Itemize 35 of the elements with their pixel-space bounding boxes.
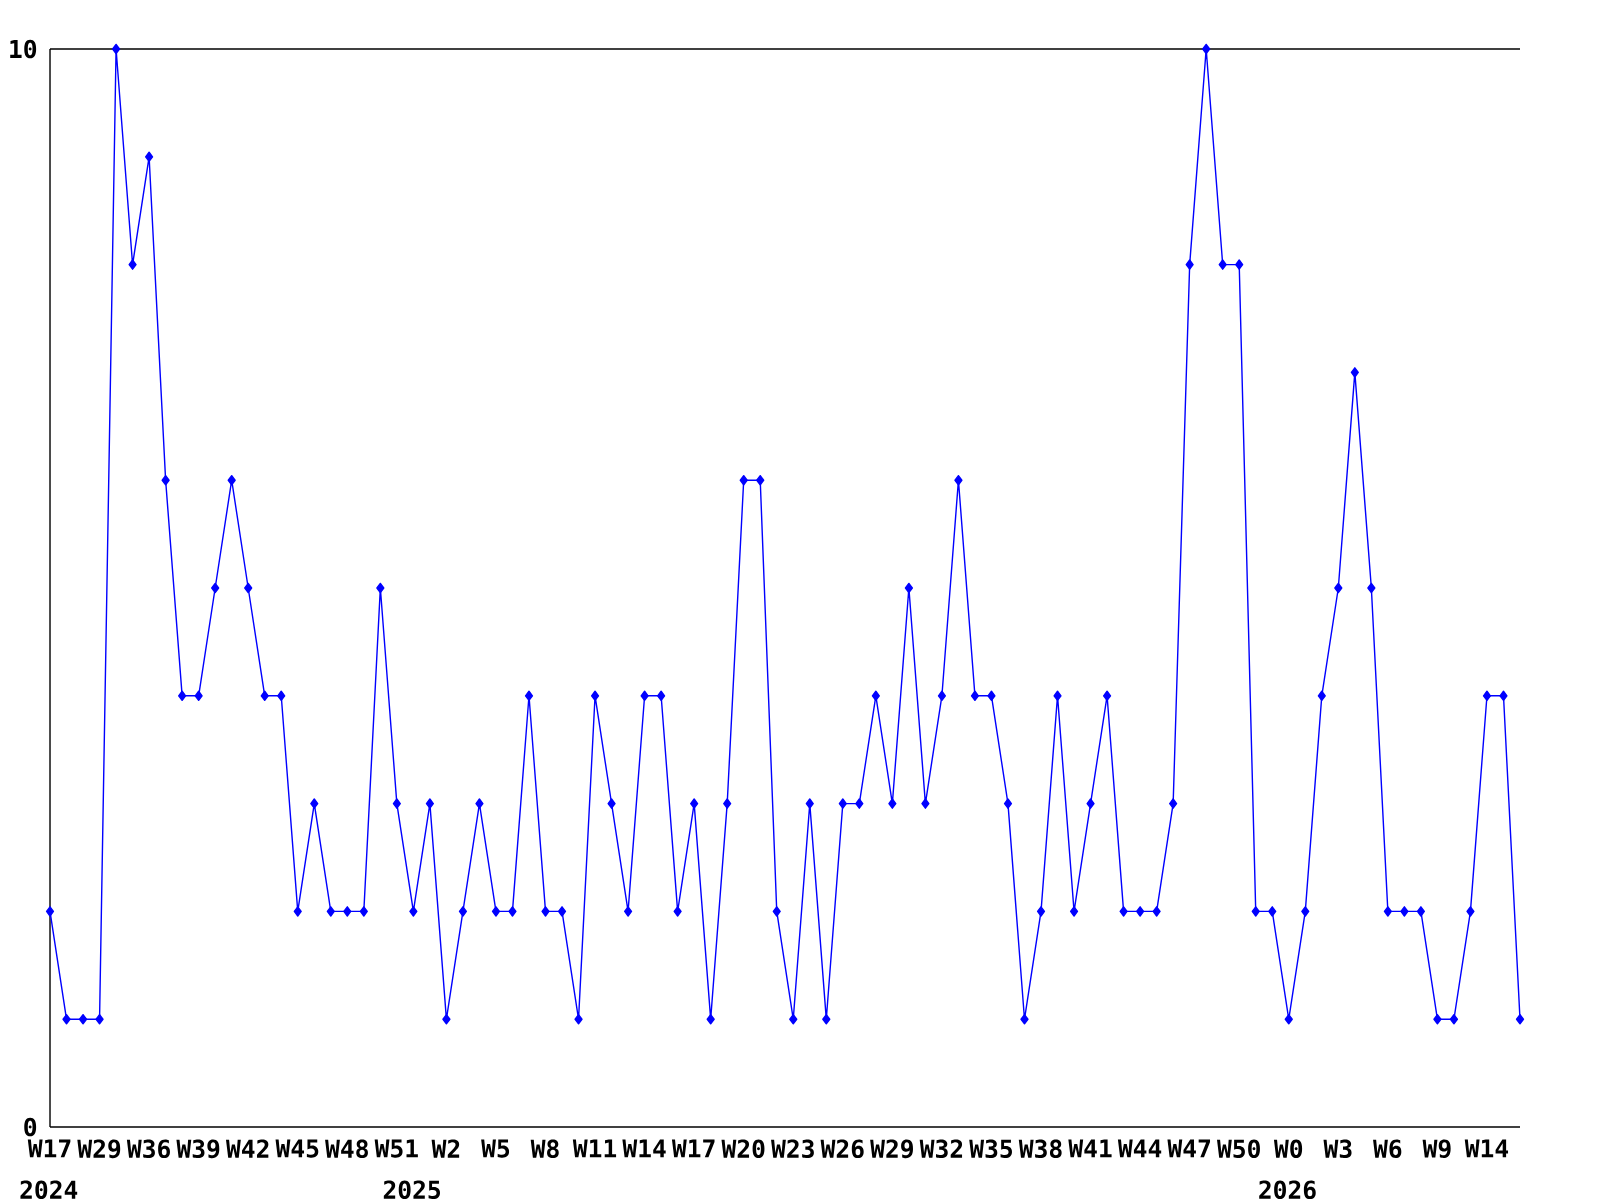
x-tick-label: W51 [374,1139,418,1158]
y-tick-label: 0 [24,1117,37,1137]
x-tick-label: W35 [969,1139,1012,1159]
text: 2025 [383,1180,440,1200]
x-tick-label: W11 [572,1139,617,1158]
x-tick-label: W29 [870,1139,913,1159]
x-tick-label: W14 [622,1139,666,1158]
x-tick-label: W41 [1068,1139,1112,1158]
x-tick-label: W14 [1464,1139,1509,1158]
x-tick-label: W0 [1273,1139,1303,1159]
x-tick-label: W8 [530,1139,559,1159]
x-tick-label: W20 [721,1139,765,1159]
y-tick-label: 10 [10,39,37,59]
x-tick-label: W44 [1117,1139,1162,1158]
x-tick-label: W50 [1217,1139,1260,1159]
x-tick-label: W5 [481,1139,510,1158]
x-tick-label: W29 [77,1139,121,1159]
x-tick-label: W47 [1167,1139,1211,1158]
x-tick-label: W3 [1323,1139,1352,1159]
x-tick-label: W48 [325,1139,368,1159]
x-tick-label: W32 [919,1139,963,1159]
x-tick-label: W38 [1018,1139,1062,1159]
x-tick-label: W17 [671,1139,715,1158]
x-tick-label: W39 [176,1139,220,1159]
x-tick-label: W23 [771,1139,814,1159]
x-tick-label: W36 [126,1139,170,1159]
text: 2026 [1259,1180,1316,1200]
x-tick-label: W9 [1422,1139,1451,1158]
x-tick-label: W2 [431,1139,460,1158]
x-tick-label: W26 [820,1139,864,1159]
x-tick-label: W6 [1373,1139,1402,1159]
text: 2024 [20,1180,78,1200]
x-tick-label: W42 [225,1139,269,1158]
x-tick-label: W17 [27,1139,71,1158]
x-tick-label: W45 [275,1139,319,1158]
